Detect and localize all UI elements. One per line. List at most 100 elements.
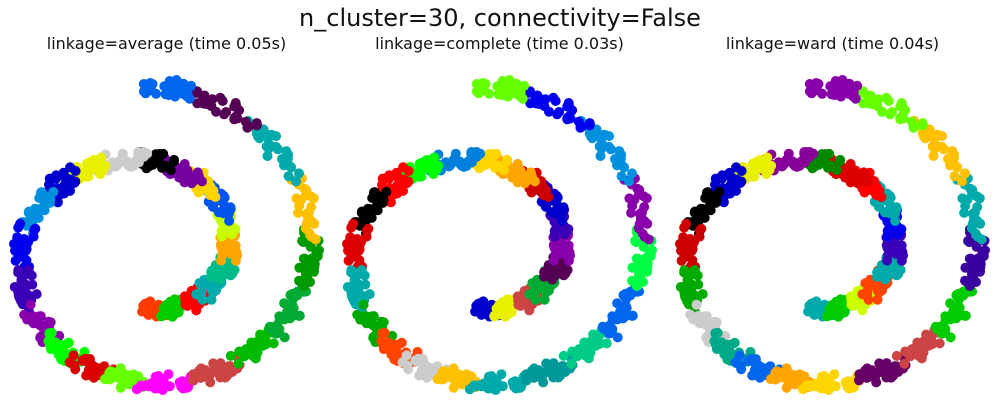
data-point bbox=[960, 262, 971, 273]
data-point bbox=[727, 177, 738, 188]
data-point bbox=[959, 207, 970, 218]
data-point bbox=[210, 192, 221, 202]
data-point bbox=[88, 156, 99, 167]
data-point bbox=[616, 149, 627, 160]
data-point bbox=[594, 339, 605, 350]
data-point bbox=[96, 152, 107, 163]
data-point bbox=[848, 300, 859, 311]
data-point bbox=[630, 235, 641, 246]
data-point bbox=[965, 281, 975, 291]
data-point bbox=[536, 279, 547, 290]
data-point bbox=[723, 187, 734, 198]
data-point bbox=[899, 358, 910, 369]
data-point bbox=[17, 299, 28, 310]
data-point bbox=[159, 81, 170, 92]
data-point bbox=[633, 223, 644, 234]
data-point bbox=[138, 381, 148, 392]
panel-complete: linkage=complete (time 0.03s) bbox=[333, 30, 666, 400]
data-point bbox=[624, 176, 634, 187]
data-point bbox=[293, 207, 304, 218]
data-point bbox=[906, 116, 917, 127]
panel-average: linkage=average (time 0.05s) bbox=[0, 30, 333, 400]
data-point bbox=[612, 332, 623, 343]
scatter-plot bbox=[9, 75, 324, 395]
data-point bbox=[872, 294, 883, 305]
data-point bbox=[960, 168, 970, 179]
data-point bbox=[778, 368, 789, 378]
data-point bbox=[967, 257, 978, 268]
data-point bbox=[515, 300, 526, 311]
data-point bbox=[891, 350, 902, 361]
data-point bbox=[544, 106, 554, 117]
data-point bbox=[825, 81, 836, 92]
data-point bbox=[958, 290, 969, 301]
data-point bbox=[695, 225, 706, 236]
data-point bbox=[294, 310, 305, 321]
data-point bbox=[885, 200, 896, 211]
data-point bbox=[949, 149, 960, 160]
data-point bbox=[271, 328, 282, 339]
data-point bbox=[502, 304, 512, 315]
data-point bbox=[218, 208, 229, 219]
data-point bbox=[301, 257, 312, 268]
data-point bbox=[294, 195, 305, 206]
data-point bbox=[625, 290, 636, 301]
data-point bbox=[233, 358, 244, 369]
data-point bbox=[937, 320, 948, 331]
data-point bbox=[497, 381, 508, 392]
data-point bbox=[980, 245, 990, 256]
data-point bbox=[163, 369, 174, 380]
data-point bbox=[115, 382, 126, 393]
data-point bbox=[954, 303, 965, 313]
panel-title: linkage=average (time 0.05s) bbox=[46, 34, 287, 53]
data-point bbox=[604, 328, 615, 339]
data-point bbox=[150, 383, 161, 394]
data-point bbox=[934, 338, 945, 349]
data-point bbox=[945, 332, 956, 343]
data-point bbox=[634, 257, 645, 268]
data-point bbox=[45, 317, 56, 328]
data-point bbox=[975, 218, 986, 229]
data-point bbox=[352, 287, 362, 298]
data-point bbox=[160, 309, 171, 320]
data-point bbox=[563, 98, 574, 108]
data-point bbox=[885, 109, 896, 120]
data-point bbox=[61, 177, 72, 188]
data-point bbox=[197, 93, 208, 103]
data-point bbox=[895, 264, 906, 275]
data-point bbox=[896, 98, 907, 108]
data-point bbox=[891, 248, 902, 259]
data-point bbox=[346, 222, 357, 233]
data-point bbox=[533, 365, 544, 376]
data-point bbox=[812, 85, 823, 96]
data-point bbox=[502, 154, 513, 165]
data-point bbox=[683, 299, 694, 310]
data-point bbox=[351, 268, 362, 279]
data-point bbox=[866, 365, 877, 376]
data-point bbox=[448, 382, 459, 393]
data-point bbox=[552, 200, 563, 211]
data-point bbox=[45, 194, 56, 205]
data-point bbox=[146, 85, 157, 96]
data-point bbox=[634, 189, 644, 200]
data-point bbox=[562, 264, 573, 275]
data-point bbox=[705, 205, 716, 216]
data-point bbox=[69, 360, 80, 371]
data-point bbox=[685, 287, 695, 298]
data-point bbox=[211, 106, 221, 117]
data-point bbox=[421, 156, 432, 167]
data-point bbox=[627, 262, 638, 273]
data-point bbox=[358, 299, 369, 310]
data-point bbox=[621, 303, 632, 313]
data-point bbox=[754, 360, 764, 371]
data-point bbox=[385, 197, 396, 208]
data-point bbox=[558, 248, 569, 259]
data-point bbox=[679, 222, 690, 233]
data-point bbox=[871, 377, 882, 388]
data-point bbox=[595, 151, 606, 161]
data-point bbox=[816, 383, 827, 394]
data-point bbox=[479, 85, 490, 96]
data-point bbox=[36, 191, 47, 202]
data-point bbox=[200, 365, 211, 376]
data-point bbox=[558, 350, 569, 361]
